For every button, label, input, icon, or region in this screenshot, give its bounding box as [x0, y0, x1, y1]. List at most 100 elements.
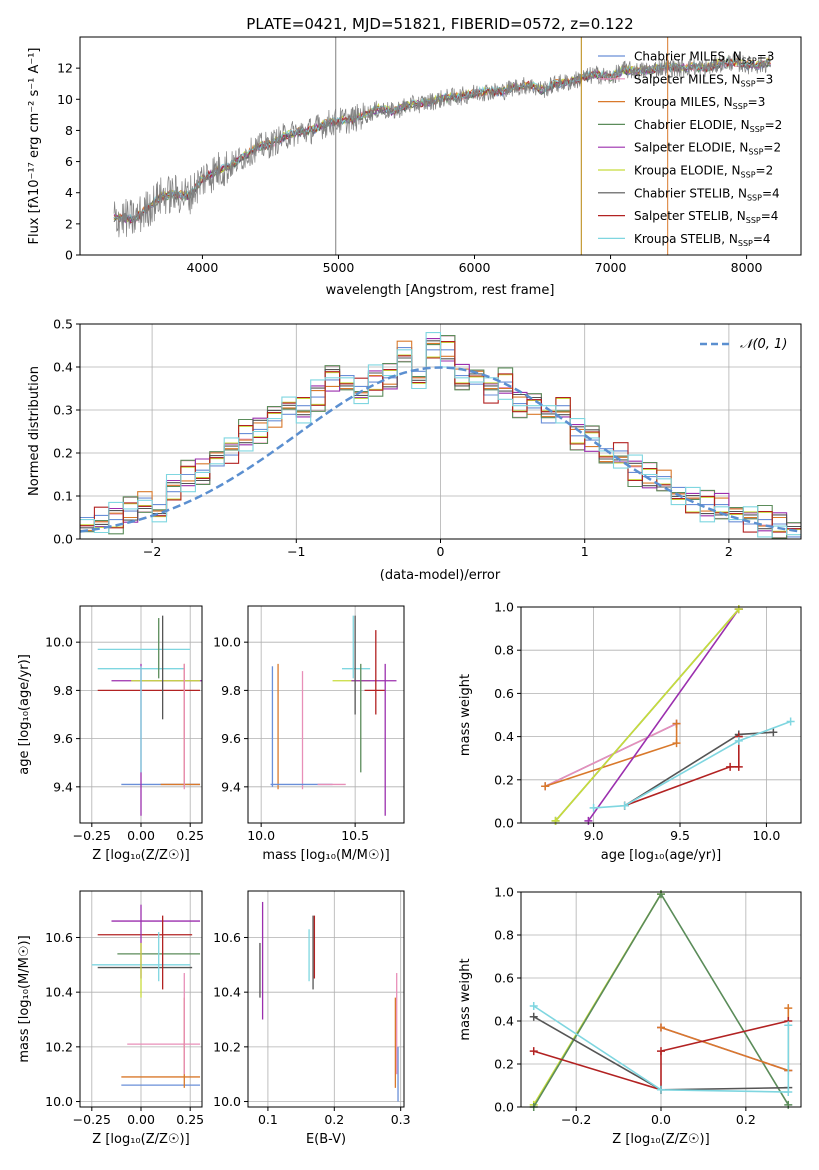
mass-vs-extinction-panel: 0.1 0.2 0.3 10.0 10.2 10.4 10.6 E(B-V)	[213, 890, 411, 1147]
weight-series-line	[533, 1020, 789, 1091]
legend-label: Salpeter MILES, NSSP=3	[634, 72, 773, 88]
spectrum-title: PLATE=0421, MJD=51821, FIBERID=0572, z=0…	[246, 15, 633, 33]
y-axis-label: mass [log₁₀(M/M☉)]	[17, 935, 32, 1062]
data-point-marker	[734, 736, 743, 745]
weight-series-line	[533, 1005, 790, 1093]
x-tick-label: 10.0	[247, 828, 275, 843]
weight-series-line	[624, 736, 740, 807]
x-axis-label: E(B-V)	[306, 1132, 346, 1147]
gaussian-curve	[79, 366, 802, 533]
y-axis-label: mass weight	[458, 674, 473, 756]
y-tick-label: 0.1	[53, 489, 73, 504]
x-tick-label: 7000	[595, 260, 627, 275]
x-tick-label: 5000	[323, 260, 355, 275]
weight-series-line	[587, 608, 740, 822]
data-point-marker	[589, 803, 598, 812]
x-tick-label: 9.0	[584, 828, 604, 843]
panel-frame	[520, 891, 802, 1108]
weight-vs-metallicity-panel: −0.2 0.0 0.2 0.0 0.2 0.4 0.6 0.8 1.0 Z [log₁₀(Z/Z…	[458, 885, 802, 1147]
weight-vs-age-panel: 9.0 9.5 10.0 0.0 0.2 0.4 0.6 0.8 1.0 age [log₁₀(a…	[458, 600, 802, 863]
data-point-marker	[784, 1021, 793, 1030]
weight-series-line	[554, 608, 740, 822]
x-tick-label: 0.2	[736, 1112, 756, 1127]
y-tick-label: 9.4	[221, 779, 241, 794]
residuals-xlabel: (data-model)/error	[380, 568, 501, 583]
y-tick-label: 0.4	[494, 1014, 514, 1029]
y-tick-label: 10	[57, 92, 73, 107]
y-tick-label: 4	[65, 185, 73, 200]
y-axis-label: mass weight	[458, 958, 473, 1040]
x-tick-label: 0.2	[324, 1112, 344, 1127]
legend-label: Chabrier MILES, NSSP=3	[634, 50, 774, 66]
y-tick-label: 1.0	[494, 885, 514, 900]
data-point-marker	[786, 717, 795, 726]
data-point-marker	[657, 1085, 665, 1094]
x-tick-label: 9.5	[670, 828, 690, 843]
y-tick-label: 10.4	[45, 985, 73, 1000]
spectrum-ylabel: Flux [fλ10⁻¹⁷ erg cm⁻² s⁻¹ A⁻¹]	[27, 48, 42, 245]
x-tick-label: 8000	[731, 260, 763, 275]
y-axis-label: age [log₁₀(age/yr)]	[17, 654, 32, 775]
x-tick-label: 4000	[187, 260, 219, 275]
data-point-marker	[529, 1001, 538, 1010]
x-tick-label: −0.25	[73, 1112, 111, 1127]
y-tick-label: 10.0	[213, 1094, 241, 1109]
spectrum-xlabel: wavelength [Angstrom, rest frame]	[326, 283, 555, 298]
data-point-marker	[541, 782, 550, 791]
spectrum-panel: 4000 5000 6000 7000 8000 0 2 4 6 8 10 12 Chabrier M…	[27, 36, 802, 298]
y-tick-label: 0.8	[494, 643, 514, 658]
x-tick-label: 2	[725, 544, 733, 559]
data-point-marker	[672, 719, 681, 728]
x-tick-label: 0.00	[127, 1112, 155, 1127]
y-tick-label: 10.2	[213, 1039, 241, 1054]
y-tick-label: 0.8	[494, 928, 514, 943]
data-point-marker	[784, 1100, 793, 1109]
x-axis-label: mass [log₁₀(M/M☉)]	[262, 848, 389, 863]
y-tick-label: 9.6	[221, 731, 241, 746]
panel-frame	[520, 606, 802, 824]
x-axis-label: Z [log₁₀(Z/Z☉)]	[92, 848, 189, 863]
x-axis-label: Z [log₁₀(Z/Z☉)]	[92, 1132, 189, 1147]
y-tick-label: 0.0	[53, 532, 73, 547]
weight-series-line	[624, 731, 774, 807]
weight-series-line	[544, 722, 677, 788]
spectrum-frame	[79, 36, 802, 256]
residuals-legend: 𝒩(0, 1)	[700, 337, 787, 352]
y-tick-label: 10.0	[45, 635, 73, 650]
x-tick-label: 0.00	[127, 828, 155, 843]
y-tick-label: 9.6	[53, 731, 73, 746]
histogram-series	[80, 332, 801, 538]
y-tick-label: 10.2	[45, 1039, 73, 1054]
legend-label: Kroupa ELODIE, NSSP=2	[634, 164, 773, 180]
x-tick-label: 10.5	[341, 828, 369, 843]
mass-vs-metallicity-panel: −0.25 0.00 0.25 10.0 10.2 10.4 10.6 Z [log₁₀(Z/…	[17, 890, 204, 1147]
data-point-marker	[551, 816, 560, 825]
x-tick-label: 0.1	[258, 1112, 278, 1127]
x-tick-label: 6000	[459, 260, 491, 275]
x-tick-label: −1	[287, 544, 305, 559]
age-vs-metallicity-panel: −0.25 0.00 0.25 9.4 9.6 9.8 10.0 Z [log₁₀(Z/Z☉)…	[17, 605, 204, 863]
x-tick-label: 0.25	[176, 1112, 204, 1127]
data-point-marker	[672, 739, 681, 748]
data-point-marker	[529, 1012, 538, 1021]
data-point-marker	[620, 801, 629, 810]
x-tick-label: −0.25	[73, 828, 111, 843]
y-tick-label: 10.6	[45, 930, 73, 945]
y-tick-label: 0.0	[494, 1100, 514, 1115]
y-tick-label: 8	[65, 123, 73, 138]
x-axis-label: age [log₁₀(age/yr)]	[601, 848, 722, 863]
y-tick-label: 0.2	[494, 1057, 514, 1072]
y-tick-label: 10.6	[213, 930, 241, 945]
data-point-marker	[734, 762, 743, 771]
residuals-panel: −2 −1 0 1 2 0.0 0.1 0.2 0.3 0.4 0.5 𝒩(0, 1) (data-…	[27, 317, 802, 583]
legend-label: Kroupa STELIB, NSSP=4	[634, 232, 771, 248]
data-point-marker	[529, 1047, 538, 1056]
weight-series-line	[593, 720, 791, 809]
y-tick-label: 10.4	[213, 985, 241, 1000]
x-tick-label: 1	[581, 544, 589, 559]
y-tick-label: 0.5	[53, 317, 73, 332]
data-point-marker	[784, 1087, 793, 1096]
legend-gaussian-label: 𝒩(0, 1)	[740, 337, 787, 352]
legend-label: Salpeter STELIB, NSSP=4	[634, 209, 778, 225]
